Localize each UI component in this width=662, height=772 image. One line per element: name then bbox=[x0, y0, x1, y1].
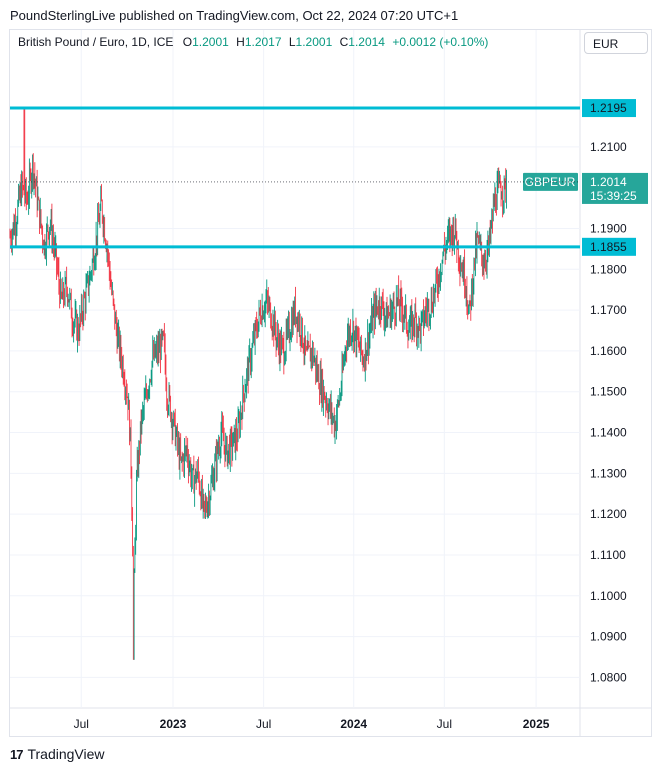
time-tick-label: Jul bbox=[74, 717, 89, 731]
price-tick-label: 1.1000 bbox=[590, 589, 627, 603]
price-tick-label: 1.0900 bbox=[590, 630, 627, 644]
price-tick-label: 1.1100 bbox=[590, 548, 626, 562]
time-tick-label: 2023 bbox=[160, 717, 187, 731]
candlestick-series bbox=[9, 108, 507, 660]
price-tick-label: 1.1700 bbox=[590, 303, 627, 317]
price-tick-label: 1.1300 bbox=[590, 466, 627, 480]
level-price-label: 1.2195 bbox=[590, 101, 627, 115]
price-tick-label: 1.1200 bbox=[590, 507, 627, 521]
last-price-tag bbox=[582, 172, 648, 204]
bar-countdown-label: 15:39:25 bbox=[590, 189, 637, 203]
currency-button[interactable]: EUR bbox=[584, 32, 648, 54]
chart-grid bbox=[10, 30, 651, 736]
time-axis: Jul 2023 Jul 2024 Jul 2025 bbox=[74, 717, 550, 731]
time-tick-label: 2024 bbox=[340, 717, 367, 731]
level-price-tag bbox=[582, 237, 636, 256]
publisher-line: PoundSterlingLive published on TradingVi… bbox=[10, 8, 459, 23]
time-tick-label: Jul bbox=[256, 717, 271, 731]
ohlc-legend: British Pound / Euro, 1D, ICE O1.2001 H1… bbox=[18, 35, 488, 49]
high-value: 1.2017 bbox=[244, 35, 282, 49]
symbol-title: British Pound / Euro, 1D, ICE bbox=[18, 35, 174, 49]
price-tick-label: 1.1400 bbox=[590, 426, 627, 440]
high-label: H bbox=[236, 35, 245, 49]
open-value: 1.2001 bbox=[192, 35, 229, 49]
price-tick-label: 1.2100 bbox=[590, 140, 627, 154]
tradingview-brand: TradingView bbox=[27, 746, 105, 762]
low-label: L bbox=[288, 35, 296, 49]
chart-frame[interactable] bbox=[9, 29, 652, 737]
open-label: O bbox=[182, 35, 193, 49]
level-price-label: 1.1855 bbox=[590, 240, 627, 254]
price-tick-label: 1.1500 bbox=[590, 385, 627, 399]
change-value: +0.0012 (+0.10%) bbox=[392, 35, 489, 49]
low-value: 1.2001 bbox=[295, 35, 333, 49]
tradingview-logo-icon: 17 bbox=[10, 746, 24, 762]
price-axis: 1.0800 1.0900 1.1000 1.1100 1.1200 1.1300 1.14… bbox=[590, 140, 627, 685]
level-price-tag bbox=[582, 99, 636, 118]
close-value: 1.2014 bbox=[348, 35, 385, 49]
last-price-label: 1.2014 bbox=[590, 175, 627, 189]
price-tick-label: 1.1600 bbox=[590, 344, 627, 358]
price-tick-label: 1.0800 bbox=[590, 670, 627, 684]
time-tick-label: 2025 bbox=[523, 717, 550, 731]
close-label: C bbox=[339, 35, 349, 49]
tradingview-logo[interactable]: 17 TradingView bbox=[10, 746, 105, 762]
price-tick-label: 1.1900 bbox=[590, 221, 627, 235]
time-tick-label: Jul bbox=[437, 717, 452, 731]
price-tick-label: 1.1800 bbox=[590, 262, 627, 276]
